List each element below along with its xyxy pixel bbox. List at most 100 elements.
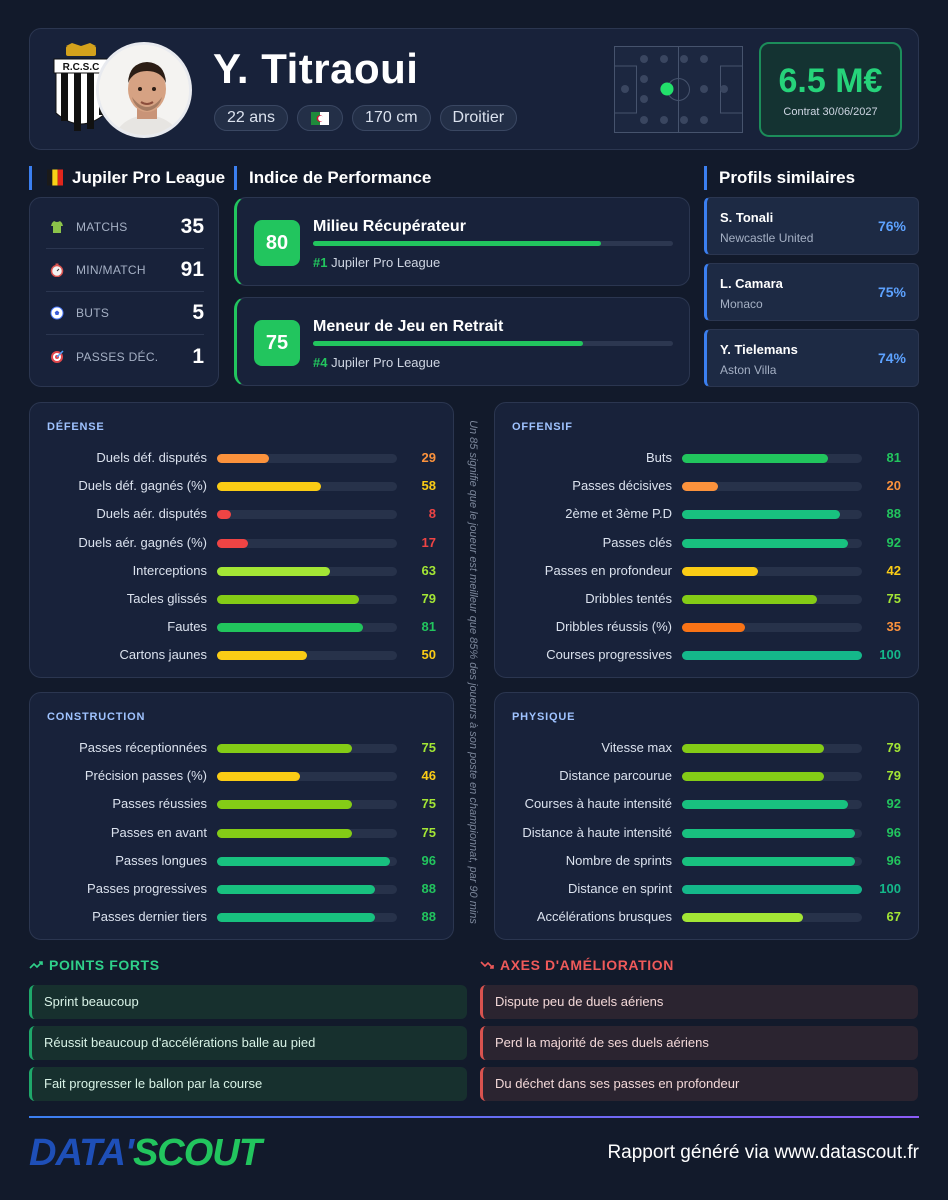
performance-role: Meneur de Jeu en Retrait <box>313 318 504 335</box>
metric-bar-fill <box>217 538 248 548</box>
metric-row: Duels aér. gagnés (%) 17 <box>30 535 453 551</box>
offensive-metrics-card: OFFENSIF Buts 81 Passes décisives 20 2ème et… <box>494 402 919 678</box>
metric-bar-fill <box>682 454 828 463</box>
similarity-percent: 76% <box>877 218 906 234</box>
construction-metrics-card: CONSTRUCTION Passes réceptionnées 75 Préci… <box>29 692 454 940</box>
metric-bar-fill <box>682 913 803 923</box>
stat-row-minutes: MIN/MATCH 91 <box>46 249 204 292</box>
metric-card-title: PHYSIQUE <box>512 711 576 723</box>
metric-label: Cartons jaunes <box>119 647 207 663</box>
metric-bar-fill <box>217 828 352 838</box>
weakness-item: Du déchet dans ses passes en profondeur <box>480 1067 918 1101</box>
metric-value: 79 <box>421 591 436 606</box>
metric-bar-fill <box>682 510 841 520</box>
metric-bar-track <box>682 651 862 661</box>
footer-report-link[interactable]: Rapport généré via www.datascout.fr <box>607 1142 919 1163</box>
ball-icon <box>46 302 68 324</box>
defense-metrics-card: DÉFENSE Duels déf. disputés 29 Duels déf. … <box>29 402 454 678</box>
metric-row: Passes réceptionnées 75 <box>30 740 453 756</box>
strength-item: Sprint beaucoup <box>29 985 467 1019</box>
metric-bar-fill <box>217 856 390 866</box>
metric-row: Passes longues 96 <box>30 853 453 869</box>
metric-label: Nombre de sprints <box>565 852 672 868</box>
metric-row: Buts 81 <box>495 450 918 466</box>
contract-date: Contrat 30/06/2027 <box>783 106 878 118</box>
avatar <box>96 42 192 138</box>
performance-score: 75 <box>254 320 300 366</box>
metric-value: 75 <box>421 740 436 755</box>
metric-label: Duels aér. gagnés (%) <box>78 534 207 550</box>
metric-bar-track <box>217 828 397 838</box>
metric-bar-track <box>217 595 397 604</box>
metric-value: 67 <box>886 909 901 925</box>
similarity-percent: 75% <box>877 284 906 300</box>
metric-bar-track <box>682 772 862 782</box>
metric-value: 79 <box>886 768 901 784</box>
metric-row: Passes clés 92 <box>495 535 918 551</box>
similar-profile-tielemans[interactable]: Y. Tielemans Aston Villa 74% <box>704 329 919 387</box>
metric-value: 58 <box>421 478 436 494</box>
goals-value: 5 <box>192 301 204 324</box>
metric-label: 2ème et 3ème P.D <box>565 506 672 522</box>
market-value-box: 6.5 M€ Contrat 30/06/2027 <box>759 42 902 137</box>
metric-bar-fill <box>217 510 232 520</box>
metric-value: 81 <box>421 619 436 635</box>
footer-divider <box>29 1116 919 1118</box>
metric-bar-track <box>217 510 397 520</box>
stat-row-goals: BUTS 5 <box>46 292 204 335</box>
metric-label: Distance en sprint <box>567 881 672 896</box>
metric-bar-track <box>217 651 397 661</box>
metric-bar-track <box>217 454 397 463</box>
stat-row-assists: PASSES DÉC. 1 <box>46 335 204 378</box>
metric-value: 8 <box>428 506 436 522</box>
metric-bar-fill <box>217 772 300 782</box>
metric-label: Dribbles tentés <box>585 591 672 606</box>
performance-section-title: Indice de Performance <box>234 166 431 190</box>
metric-row: Passes en profondeur 42 <box>495 563 918 579</box>
svg-text:R.C.S.C: R.C.S.C <box>63 62 100 73</box>
metric-label: Courses progressives <box>546 647 672 663</box>
metric-label: Dribbles réussis (%) <box>555 619 672 635</box>
metric-bar-fill <box>682 744 825 753</box>
height-tag: 170 cm <box>352 105 431 131</box>
metric-row: Interceptions 63 <box>30 563 453 579</box>
metric-row: Passes dernier tiers 88 <box>30 909 453 925</box>
player-tags: 22 ans 170 cm Droitier <box>214 105 518 131</box>
metric-bar-track <box>682 595 862 604</box>
similar-profile-camara[interactable]: L. Camara Monaco 75% <box>704 263 919 321</box>
performance-score: 80 <box>254 220 300 266</box>
metric-row: Dribbles réussis (%) 35 <box>495 619 918 635</box>
assists-value: 1 <box>192 344 204 368</box>
metric-row: Distance parcourue 79 <box>495 768 918 784</box>
metric-bar-fill <box>217 482 322 492</box>
metric-bar-track <box>682 856 862 866</box>
position-pitch-icon <box>614 46 743 133</box>
stats-card: MATCHS 35 MIN/MATCH 91 BUTS 5 PASSES DÉC… <box>29 197 219 387</box>
metric-label: Passes clés <box>602 534 672 550</box>
foot-tag: Droitier <box>439 105 518 131</box>
minutes-value: 91 <box>180 258 204 281</box>
metric-bar-fill <box>682 772 825 782</box>
metric-value: 100 <box>879 647 901 663</box>
metric-bar-track <box>682 510 862 520</box>
metric-row: Courses à haute intensité 92 <box>495 796 918 812</box>
metric-row: Duels déf. gagnés (%) 58 <box>30 478 453 494</box>
metric-label: Buts <box>645 450 672 465</box>
metric-label: Interceptions <box>132 562 207 578</box>
metric-row: Distance en sprint 100 <box>495 881 918 897</box>
metric-bar-track <box>682 744 862 753</box>
metric-row: 2ème et 3ème P.D 88 <box>495 506 918 522</box>
metric-row: Tacles glissés 79 <box>30 591 453 607</box>
similar-profile-tonali[interactable]: S. Tonali Newcastle United 76% <box>704 197 919 255</box>
player-name: Y. Titraoui <box>213 45 419 92</box>
metric-value: 42 <box>886 562 901 578</box>
metric-label: Duels déf. gagnés (%) <box>78 478 207 494</box>
metric-row: Courses progressives 100 <box>495 647 918 663</box>
metric-label: Passes réceptionnées <box>79 740 207 755</box>
performance-role: Milieu Récupérateur <box>313 218 466 235</box>
metric-bar-track <box>217 744 397 753</box>
metric-bar-track <box>217 623 397 633</box>
metric-row: Passes décisives 20 <box>495 478 918 494</box>
metric-label: Passes longues <box>115 852 207 868</box>
metric-bar-fill <box>682 623 745 633</box>
